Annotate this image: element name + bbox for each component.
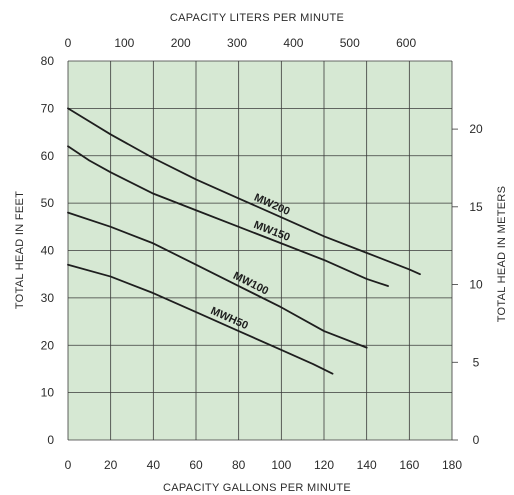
- y2-tick-label: 10: [469, 278, 483, 292]
- y2-tick-label: 5: [473, 355, 480, 369]
- curve-mw200: [67, 107, 421, 276]
- x-tick-label: 0: [65, 458, 72, 472]
- top-axis-title: CAPACITY LITERS PER MINUTE: [170, 12, 344, 24]
- performance-curves: [67, 107, 421, 375]
- curve-mwh50: [67, 263, 334, 375]
- y-tick-label: 20: [41, 338, 55, 352]
- x2-tick-label: 0: [65, 36, 72, 50]
- x-tick-label: 80: [232, 458, 246, 472]
- x2-tick-label: 500: [340, 36, 360, 50]
- x2-tick-label: 600: [396, 36, 416, 50]
- y2-tick-label: 0: [473, 433, 480, 447]
- right-axis-title: TOTAL HEAD IN METERS: [496, 186, 508, 323]
- curve-mw150: [67, 145, 389, 287]
- tick-labels: 0 20 40 60 80 100 120 140 160 1800102030405060708…: [41, 36, 483, 472]
- y2-tick-label: 20: [469, 122, 483, 136]
- x2-tick-label: 300: [227, 36, 247, 50]
- x2-tick-label: 400: [283, 36, 303, 50]
- y2-tick-label: 15: [469, 200, 483, 214]
- x-tick-label: 60: [189, 458, 203, 472]
- x-tick-label: 100: [271, 458, 291, 472]
- left-axis-title: TOTAL HEAD IN FEET: [14, 191, 26, 309]
- y-tick-label: 80: [41, 54, 55, 68]
- y-tick-label: 30: [41, 291, 55, 305]
- x-tick-label: 20: [104, 458, 118, 472]
- x-tick-label: 180: [442, 458, 462, 472]
- x-tick-label: 160: [399, 458, 419, 472]
- y-tick-label: 50: [41, 196, 55, 210]
- grid-lines: [67, 60, 458, 441]
- curve-mw100: [67, 211, 368, 349]
- y-tick-label: 40: [41, 244, 55, 258]
- y-tick-label: 60: [41, 149, 55, 163]
- x2-tick-label: 100: [114, 36, 134, 50]
- y-tick-label: 70: [41, 101, 55, 115]
- x-tick-label: 140: [357, 458, 377, 472]
- x2-tick-label: 200: [171, 36, 191, 50]
- y-tick-label: 10: [41, 386, 55, 400]
- x-tick-label: 120: [314, 458, 334, 472]
- x-tick-label: 40: [147, 458, 161, 472]
- bottom-axis-title: CAPACITY GALLONS PER MINUTE: [163, 482, 351, 494]
- y-tick-label: 0: [47, 433, 54, 447]
